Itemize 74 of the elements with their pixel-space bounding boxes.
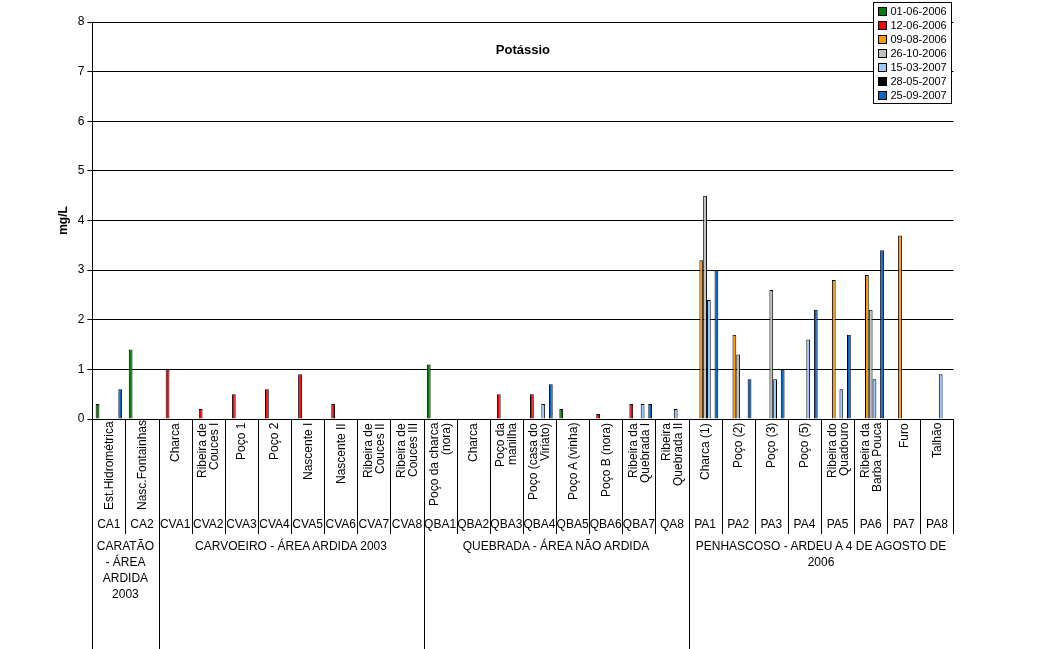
y-tick-label: 4: [77, 212, 85, 227]
text: CARATÃO - ÁREA ARDIDA 2003: [95, 538, 155, 602]
x-tick-label: QBA3: [490, 516, 523, 531]
x-tick-label: PA3: [760, 516, 783, 531]
legend-label: 25-09-2007: [890, 88, 947, 102]
text: Poço da charca (nora): [427, 423, 454, 509]
x-tick-label: PA4: [793, 516, 816, 531]
legend-label: 26-10-2006: [890, 46, 947, 60]
x-tick-label: QBA1: [424, 516, 457, 531]
text: Poço 2: [267, 423, 282, 463]
text: Poço (5): [797, 423, 812, 471]
text: CARVOEIRO - ÁREA ARDIDA 2003: [194, 538, 388, 554]
text: Poço (casa do Viriato): [526, 423, 553, 502]
x-tick-label: CVA1: [159, 516, 191, 531]
text: Poço A (vinha): [565, 423, 580, 503]
x-tick-label: CVA6: [325, 516, 357, 531]
x-tick-label: QBA7: [622, 516, 656, 531]
text: Ribeira da Barba Pouca: [857, 423, 884, 495]
text: Nasc.Fontainhas: [134, 419, 149, 510]
text: Ribeira de Couces I: [195, 423, 222, 480]
text: Talhão: [929, 423, 944, 461]
text: Poço (3): [764, 423, 779, 471]
x-tick-label: CVA8: [391, 516, 423, 531]
y-tick-label: 2: [77, 312, 85, 327]
x-tick-label: QBA2: [457, 516, 490, 531]
text: Potássio: [495, 42, 551, 58]
text: Poço (2): [731, 423, 746, 471]
text: Charca: [466, 423, 481, 464]
x-tick-label: PA1: [694, 516, 717, 531]
y-tick-label: 5: [77, 163, 85, 178]
legend-label: 09-08-2006: [890, 32, 947, 46]
text: Ribeira da Quebrada I: [625, 423, 652, 486]
x-tick-label: CVA5: [292, 516, 324, 531]
legend-label: 28-05-2007: [890, 74, 947, 88]
y-axis-title: mg/L: [55, 206, 70, 235]
x-tick-label: PA8: [926, 516, 949, 531]
x-tick-label: PA5: [826, 516, 849, 531]
legend-label: 01-06-2006: [890, 4, 947, 18]
y-tick-label: 3: [77, 262, 85, 277]
y-tick-label: 1: [77, 361, 85, 376]
text: Poço 1: [234, 423, 249, 463]
text: Furo: [896, 423, 911, 450]
y-tick-label: 6: [77, 113, 85, 128]
y-tick-label: 7: [77, 63, 85, 78]
x-tick-label: CVA2: [193, 516, 224, 531]
text: Poço da manilha: [493, 423, 520, 470]
legend-label: 15-03-2007: [890, 60, 947, 74]
text: PENHASCOSO - ARDEU A 4 DE AGOSTO DE 2006: [694, 538, 948, 570]
text: Charca: [168, 423, 183, 464]
x-tick-label: PA6: [859, 516, 882, 531]
text: Ribeira do Quadouro: [824, 423, 851, 480]
y-tick-label: 8: [77, 14, 85, 29]
x-tick-label: PA2: [727, 516, 750, 531]
x-tick-label: CVA4: [259, 516, 291, 531]
x-tick-label: QBA4: [523, 516, 556, 531]
x-tick-label: CVA3: [226, 516, 257, 531]
x-tick-label: QA8: [659, 516, 685, 531]
x-tick-label: CVA7: [358, 516, 390, 531]
y-tick-label: 0: [77, 411, 85, 426]
text: Ribeira Quebrada II: [658, 423, 685, 489]
legend-label: 12-06-2006: [890, 18, 947, 32]
x-tick-label: CA1: [97, 516, 121, 531]
x-tick-label: CA2: [130, 516, 154, 531]
text: Charca (1): [698, 423, 713, 482]
x-tick-label: PA7: [892, 516, 916, 531]
text: Poço B (nora): [598, 423, 613, 500]
text: Nascente I: [300, 423, 315, 483]
text: Ribeira de Couces III: [393, 423, 420, 480]
text: Est.Hidrométrica: [101, 421, 116, 510]
x-tick-label: QBA6: [589, 516, 623, 531]
text: QUEBRADA - ÁREA NÃO ARDIDA: [461, 538, 651, 554]
text: Nascente II: [333, 423, 348, 486]
text: Ribeira de Couces II: [360, 423, 387, 480]
x-tick-label: QBA5: [556, 516, 589, 531]
